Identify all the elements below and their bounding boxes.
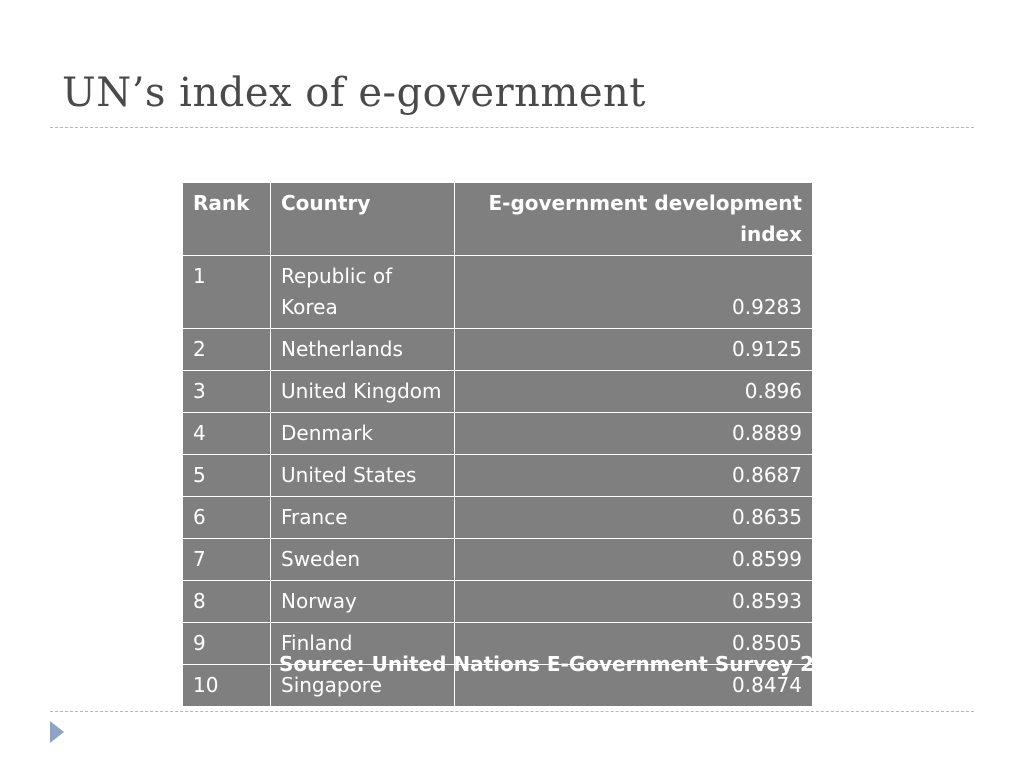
- rank-cell: 1: [182, 255, 271, 329]
- index-cell: 0.8635: [454, 496, 813, 539]
- rank-cell: 7: [182, 538, 271, 581]
- rank-cell: 9: [182, 622, 271, 665]
- table-row: 5 United States 0.8687: [182, 454, 813, 497]
- rank-cell: 5: [182, 454, 271, 497]
- country-cell: Republic of Korea: [270, 255, 455, 329]
- footer-divider: [50, 711, 974, 712]
- country-cell: United States: [270, 454, 455, 497]
- rank-cell: 8: [182, 580, 271, 623]
- table-body: 1 Republic of Korea 0.9283 2 Netherlands 0.91…: [182, 255, 813, 707]
- index-cell: 0.8505: [454, 622, 813, 665]
- table-row: 4 Denmark 0.8889: [182, 412, 813, 455]
- index-cell: 0.9125: [454, 328, 813, 371]
- index-cell: 0.8599: [454, 538, 813, 581]
- index-cell: 0.896: [454, 370, 813, 413]
- index-cell: 0.8889: [454, 412, 813, 455]
- rank-cell: 4: [182, 412, 271, 455]
- rank-cell: 2: [182, 328, 271, 371]
- country-cell: Sweden: [270, 538, 455, 581]
- index-cell: 0.8474: [454, 664, 813, 707]
- index-cell: 0.8593: [454, 580, 813, 623]
- rank-cell: 6: [182, 496, 271, 539]
- index-cell: 0.9283: [454, 255, 813, 329]
- country-cell: Netherlands: [270, 328, 455, 371]
- table-row: 7 Sweden 0.8599: [182, 538, 813, 581]
- country-cell: United Kingdom: [270, 370, 455, 413]
- header-rank: Rank: [182, 182, 271, 256]
- rank-cell: 10: [182, 664, 271, 707]
- country-cell: Denmark: [270, 412, 455, 455]
- country-cell: Finland: [270, 622, 455, 665]
- index-cell: 0.8687: [454, 454, 813, 497]
- slide-title: UN’s index of e-government: [62, 70, 646, 116]
- table-row: 8 Norway 0.8593: [182, 580, 813, 623]
- table-row: 9 Finland 0.8505: [182, 622, 813, 665]
- country-cell: Norway: [270, 580, 455, 623]
- table-row: 1 Republic of Korea 0.9283: [182, 255, 813, 329]
- country-cell: Singapore: [270, 664, 455, 707]
- table-row: 6 France 0.8635: [182, 496, 813, 539]
- table-row: 2 Netherlands 0.9125: [182, 328, 813, 371]
- header-country: Country: [270, 182, 455, 256]
- source-note: Source: United Nations E-Government Surv…: [279, 652, 819, 676]
- country-cell: France: [270, 496, 455, 539]
- play-triangle-icon[interactable]: [50, 721, 64, 743]
- header-index: E-government development index: [454, 182, 813, 256]
- table-header-row: Rank Country E-government development in…: [182, 182, 813, 256]
- table-row: 3 United Kingdom 0.896: [182, 370, 813, 413]
- table-row: 10 Singapore 0.8474: [182, 664, 813, 707]
- title-divider: [50, 127, 974, 128]
- e-government-table: Rank Country E-government development in…: [182, 182, 813, 707]
- rank-cell: 3: [182, 370, 271, 413]
